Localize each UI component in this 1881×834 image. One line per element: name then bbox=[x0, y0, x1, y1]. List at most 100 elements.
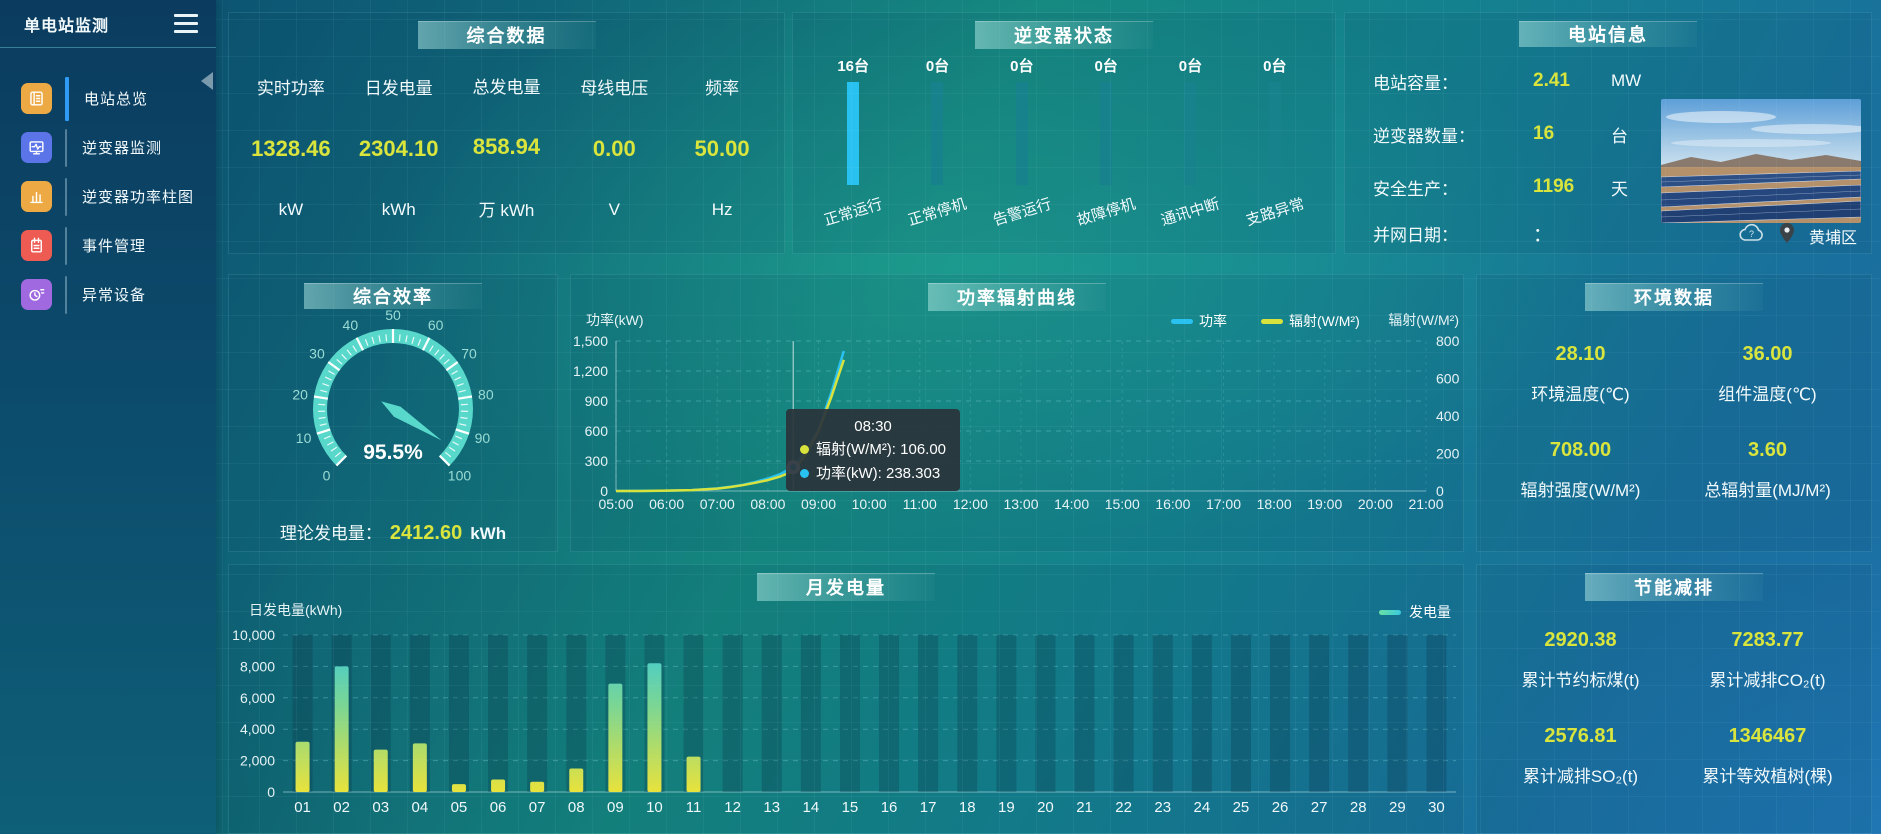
metric-label: 实时功率 bbox=[256, 78, 325, 98]
gauge-svg: 0 10 20 30 40 50 60 70 80 90 100 95.5% bbox=[292, 307, 493, 483]
gauge-tick-label: 20 bbox=[292, 386, 308, 402]
metric-value: 1346467 bbox=[1728, 725, 1807, 747]
station-row-grid-date: 并网日期： ： bbox=[1373, 220, 1871, 246]
gauge-tick bbox=[455, 428, 470, 435]
status-bar bbox=[847, 82, 860, 185]
bar-10 bbox=[647, 663, 662, 792]
gauge-tick bbox=[428, 345, 434, 352]
sidebar-item-1[interactable]: 电站总览 bbox=[0, 74, 216, 123]
y-tick-label: 4,000 bbox=[240, 721, 275, 737]
svg-text:?: ? bbox=[1749, 229, 1754, 239]
gauge-tick bbox=[336, 358, 343, 365]
cloud-question-icon[interactable]: ? bbox=[1739, 223, 1765, 248]
y2-tick-label: 800 bbox=[1436, 333, 1460, 349]
x-tick-label: 07 bbox=[529, 799, 546, 816]
legend-label[interactable]: 发电量 bbox=[1409, 604, 1451, 620]
x-tick-label: 25 bbox=[1233, 799, 1250, 816]
saving-metric: 2920.38 累计节约标煤(t) bbox=[1487, 629, 1674, 691]
overview-metric: 日发电量 2304.10 kWh bbox=[345, 55, 453, 239]
line-chart-svg: 05:00 06:00 07:00 08:00 09:00 10:00 11:00 12:00… bbox=[573, 312, 1460, 512]
panel-inverter-status: 逆变器状态 16台 正常运行 0台 正常停机 0台 告警运行 0台 故障停机 0台 通讯中断 0台支… bbox=[792, 12, 1336, 254]
theory-generation-row: 理论发电量： 2412.60 kWh bbox=[280, 519, 506, 545]
x-tick-label: 12 bbox=[724, 799, 741, 816]
status-label: 正常停机 bbox=[906, 195, 969, 230]
station-photo bbox=[1661, 99, 1861, 223]
active-indicator bbox=[65, 275, 67, 314]
gauge-tick bbox=[458, 389, 466, 393]
sidebar-item-2[interactable]: 逆变器监测 bbox=[0, 123, 216, 172]
status-count: 0台 bbox=[925, 58, 950, 75]
y-axis-title: 日发电量(kWh) bbox=[249, 602, 342, 618]
x-tick-label: 16:00 bbox=[1155, 496, 1190, 512]
chart-tooltip: 08:30 辐射(W/M²): 106.00 功率(kW): 238.303 bbox=[786, 409, 961, 491]
legend-swatch bbox=[1379, 610, 1401, 615]
status-count: 0台 bbox=[1010, 58, 1034, 75]
station-row-label: 逆变器数量： bbox=[1373, 126, 1475, 146]
x-tick-label: 23 bbox=[1154, 799, 1171, 816]
x-tick-label: 19 bbox=[998, 799, 1015, 816]
tooltip-series-text: 辐射(W/M²): 106.00 bbox=[816, 441, 947, 459]
grid-date-label: 并网日期： bbox=[1373, 225, 1458, 245]
status-count: 0台 bbox=[1263, 58, 1287, 75]
bar-background bbox=[566, 635, 587, 792]
gauge-tick bbox=[318, 416, 326, 419]
station-info-rows: 电站容量： 2.41 MW 逆变器数量： 16 台安全生产： 1196 天 bbox=[1373, 61, 1871, 207]
legend-label[interactable]: 辐射(W/M²) bbox=[1289, 313, 1360, 329]
y-axis-title: 功率(kW) bbox=[586, 312, 644, 328]
tooltip-series-dot bbox=[800, 445, 809, 455]
legend-label[interactable]: 功率 bbox=[1199, 313, 1227, 329]
station-row-unit: MW bbox=[1611, 71, 1642, 90]
overview-metrics: 实时功率 1328.46 kW 日发电量 2304.10 kWh 总发电量 858.94 万 k… bbox=[229, 49, 784, 253]
panel-title: 综合数据 bbox=[417, 21, 596, 49]
status-column: 0台 告警运行 bbox=[980, 51, 1064, 247]
inverter-status-chart[interactable]: 16台 正常运行 0台 正常停机 0台 告警运行 0台 故障停机 0台 通讯中断 0台 支路异常 bbox=[793, 49, 1335, 253]
y-tick-label: 1,200 bbox=[573, 363, 608, 379]
power-radiation-chart[interactable]: 08:30 辐射(W/M²): 106.00 功率(kW): 238.303 05… bbox=[571, 311, 1463, 551]
x-tick-label: 20:00 bbox=[1358, 496, 1393, 512]
monthly-generation-chart[interactable]: 0 2,000 4,000 6,000 8,000 10,000 日发电量(kWh) 发电量 0… bbox=[229, 601, 1463, 833]
sidebar-item-label: 异常设备 bbox=[82, 287, 147, 304]
station-row: 安全生产： 1196 天 bbox=[1373, 167, 1871, 207]
y-tick-label: 6,000 bbox=[240, 690, 275, 706]
bar-03 bbox=[373, 749, 388, 792]
gauge-tick bbox=[454, 376, 462, 381]
sidebar-item-4[interactable]: 事件管理 bbox=[0, 221, 216, 270]
x-tick-label: 20 bbox=[1037, 799, 1054, 816]
metric-value: 50.00 bbox=[694, 136, 750, 162]
map-pin-icon[interactable] bbox=[1779, 222, 1795, 249]
panel-energy-saving: 节能减排 2920.38 累计节约标煤(t) 7283.77 累计减排CO₂(t) 25… bbox=[1476, 564, 1872, 834]
y-tick-label: 1,500 bbox=[573, 333, 608, 349]
station-row-unit: 台 bbox=[1611, 126, 1628, 146]
device-alert-icon bbox=[21, 279, 52, 310]
sidebar: 单电站监测 电站总览 逆变器监测 逆变器功率柱图 事件管理 异常设备 bbox=[0, 0, 216, 834]
sidebar-collapse-arrow[interactable] bbox=[201, 72, 213, 90]
gauge-tick bbox=[335, 454, 348, 467]
sidebar-item-5[interactable]: 异常设备 bbox=[0, 270, 216, 319]
metric-label: 累计等效植树(棵) bbox=[1702, 767, 1833, 786]
gauge-needle bbox=[381, 401, 442, 441]
status-count: 0台 bbox=[1178, 58, 1203, 75]
hamburger-menu-icon[interactable] bbox=[174, 14, 198, 33]
gauge-tick bbox=[445, 451, 452, 458]
gauge-tick bbox=[371, 336, 375, 344]
x-tick-label: 10:00 bbox=[852, 496, 887, 512]
x-tick-label: 15:00 bbox=[1105, 496, 1140, 512]
gauge-tick bbox=[323, 435, 331, 440]
status-column: 16台 正常运行 bbox=[811, 51, 895, 247]
panel-title: 月发电量 bbox=[757, 573, 935, 601]
x-tick-label: 27 bbox=[1311, 799, 1328, 816]
gauge-tick bbox=[445, 361, 459, 372]
station-row: 逆变器数量： 16 台 bbox=[1373, 114, 1871, 154]
gauge-tick bbox=[324, 376, 332, 381]
gauge-tick-label: 0 bbox=[323, 467, 331, 483]
environment-metric: 3.60 总辐射量(MJ/M²) bbox=[1674, 439, 1861, 501]
y-tick-label: 10,000 bbox=[232, 627, 275, 643]
efficiency-gauge-chart[interactable]: 0 10 20 30 40 50 60 70 80 90 100 95.5% bbox=[228, 307, 558, 519]
sidebar-item-3[interactable]: 逆变器功率柱图 bbox=[0, 172, 216, 221]
x-tick-label: 17 bbox=[920, 799, 937, 816]
x-tick-label: 18 bbox=[959, 799, 976, 816]
x-tick-label: 11 bbox=[686, 799, 702, 816]
station-location: ? 黄埔区 bbox=[1739, 222, 1857, 249]
bar-background bbox=[1309, 635, 1330, 792]
